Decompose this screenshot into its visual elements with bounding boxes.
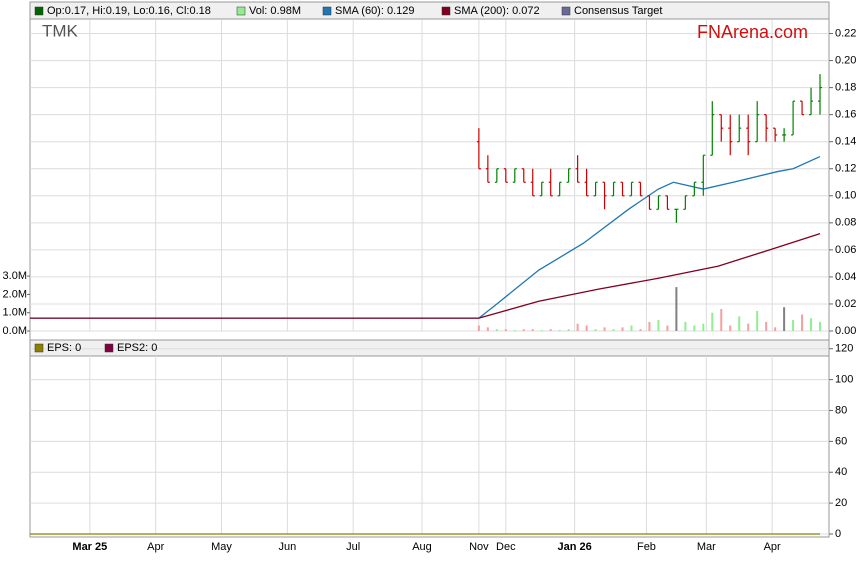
volume-bar <box>702 323 705 331</box>
y-tick-label: 60 <box>835 435 847 447</box>
volume-bar <box>675 287 678 331</box>
volume-tick-label: 1.0M <box>3 307 27 319</box>
volume-bar <box>612 329 615 331</box>
y-tick-label: 0.12 <box>835 163 856 175</box>
y-tick-label: 0.22 <box>835 27 856 39</box>
volume-bar <box>504 329 507 331</box>
y-tick-label: 40 <box>835 466 847 478</box>
y-tick-label: 0 <box>835 528 841 540</box>
y-tick-label: 80 <box>835 404 847 416</box>
legend-label: SMA (60): 0.129 <box>335 5 415 17</box>
legend-label: SMA (200): 0.072 <box>454 5 540 17</box>
x-tick-label: Mar <box>697 541 716 553</box>
volume-bar <box>513 330 516 331</box>
sma-line <box>30 155 821 319</box>
volume-bar <box>630 325 633 331</box>
volume-tick-label: 2.0M <box>3 288 27 300</box>
volume-bar <box>522 329 525 331</box>
y-tick-label: 0.08 <box>835 217 856 229</box>
y-tick-label: 0.06 <box>835 244 856 256</box>
volume-bar <box>738 316 741 331</box>
eps-legend-bar <box>29 339 830 357</box>
volume-bar <box>495 329 498 331</box>
y-tick-label: 120 <box>835 343 853 355</box>
legend-label: Consensus Target <box>574 5 662 17</box>
legend-swatch <box>441 6 451 16</box>
x-tick-label: May <box>211 541 232 553</box>
volume-bar <box>783 307 786 331</box>
volume-bar <box>711 312 714 331</box>
volume-bar <box>684 321 687 331</box>
volume-bar <box>558 330 561 331</box>
volume-bar <box>531 329 534 331</box>
volume-bar <box>720 309 723 331</box>
volume-bar <box>486 327 489 331</box>
volume-bar <box>540 330 543 331</box>
volume-bar <box>621 327 624 331</box>
volume-bar <box>729 325 732 331</box>
y-tick-label: 0.10 <box>835 190 856 202</box>
y-tick-label: 0.20 <box>835 54 856 66</box>
price-pane <box>29 1 830 341</box>
x-tick-label: Dec <box>496 541 516 553</box>
volume-tick-label: 0.0M <box>3 325 27 337</box>
volume-bar <box>747 323 750 331</box>
grid <box>30 20 829 535</box>
volume-bar <box>639 329 642 331</box>
watermark: FNArena.com <box>697 22 808 42</box>
x-tick-label: Jun <box>278 541 296 553</box>
legend-label: EPS2: 0 <box>117 342 157 354</box>
marks <box>30 74 823 535</box>
x-tick-label: Mar 25 <box>72 541 107 553</box>
legend-bar <box>29 1 830 20</box>
legend-swatch <box>561 6 571 16</box>
x-tick-label: Nov <box>469 541 489 553</box>
volume-bar <box>648 321 651 331</box>
x-tick-label: Jul <box>346 541 360 553</box>
volume-bar <box>585 325 588 331</box>
sma-line <box>30 233 821 319</box>
legend-label: EPS: 0 <box>47 342 81 354</box>
volume-tick-label: 3.0M <box>3 270 27 282</box>
legend-swatch <box>236 6 246 16</box>
y-tick-label: 0.02 <box>835 298 856 310</box>
y-tick-label: 0.14 <box>835 136 856 148</box>
volume-bar <box>594 329 597 331</box>
x-tick-label: Apr <box>764 541 781 553</box>
volume-bar <box>567 329 570 331</box>
y-tick-label: 100 <box>835 374 853 386</box>
volume-bar <box>792 320 795 331</box>
ticker: TMK <box>42 21 79 40</box>
legend-label: Op:0.17, Hi:0.19, Lo:0.16, Cl:0.18 <box>47 5 211 17</box>
y-tick-label: 0.16 <box>835 109 856 121</box>
volume-bar <box>765 321 768 331</box>
x-tick-label: Aug <box>412 541 432 553</box>
volume-bar <box>549 329 552 331</box>
legend-swatch <box>104 343 114 353</box>
legend-swatch <box>34 6 44 16</box>
y-tick-label: 0.00 <box>835 325 856 337</box>
volume-bar <box>774 327 777 331</box>
x-tick-label: Jan 26 <box>558 541 592 553</box>
volume-bar <box>810 318 813 331</box>
volume-bar <box>819 321 822 331</box>
legend-swatch <box>322 6 332 16</box>
volume-bar <box>693 325 696 331</box>
x-tick-label: Feb <box>637 541 656 553</box>
volume-bar <box>603 327 606 331</box>
volume-bar <box>576 323 579 331</box>
x-tick-label: Apr <box>147 541 164 553</box>
volume-bar <box>477 325 480 331</box>
legend-swatch <box>34 343 44 353</box>
volume-bar <box>801 314 804 331</box>
y-tick-label: 20 <box>835 497 847 509</box>
volume-bar <box>666 325 669 331</box>
y-tick-label: 0.04 <box>835 271 856 283</box>
y-tick-label: 0.18 <box>835 82 856 94</box>
volume-bar <box>657 320 660 331</box>
volume-bar <box>756 310 759 331</box>
eps-pane <box>29 339 830 538</box>
legend-label: Vol: 0.98M <box>249 5 301 17</box>
